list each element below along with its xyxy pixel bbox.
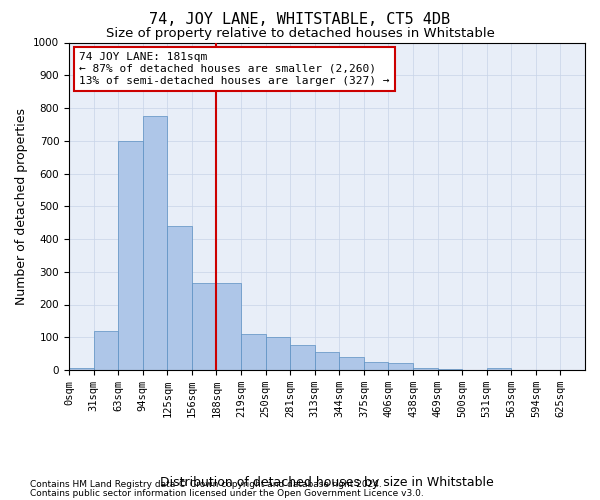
Bar xyxy=(143,116,167,370)
Bar xyxy=(364,362,388,370)
X-axis label: Distribution of detached houses by size in Whitstable: Distribution of detached houses by size … xyxy=(160,476,494,488)
Bar xyxy=(413,368,437,370)
Bar xyxy=(487,368,511,370)
Bar xyxy=(192,283,217,370)
Bar xyxy=(241,334,266,370)
Bar xyxy=(69,368,94,370)
Bar xyxy=(266,337,290,370)
Y-axis label: Number of detached properties: Number of detached properties xyxy=(14,108,28,304)
Bar xyxy=(167,226,192,370)
Text: Size of property relative to detached houses in Whitstable: Size of property relative to detached ho… xyxy=(106,28,494,40)
Bar xyxy=(290,346,315,370)
Bar xyxy=(315,352,339,370)
Bar xyxy=(94,330,118,370)
Bar xyxy=(217,283,241,370)
Text: Contains public sector information licensed under the Open Government Licence v3: Contains public sector information licen… xyxy=(30,488,424,498)
Text: 74 JOY LANE: 181sqm
← 87% of detached houses are smaller (2,260)
13% of semi-det: 74 JOY LANE: 181sqm ← 87% of detached ho… xyxy=(79,52,390,86)
Bar xyxy=(118,141,143,370)
Bar xyxy=(339,357,364,370)
Bar xyxy=(388,364,413,370)
Text: 74, JOY LANE, WHITSTABLE, CT5 4DB: 74, JOY LANE, WHITSTABLE, CT5 4DB xyxy=(149,12,451,28)
Text: Contains HM Land Registry data © Crown copyright and database right 2024.: Contains HM Land Registry data © Crown c… xyxy=(30,480,382,489)
